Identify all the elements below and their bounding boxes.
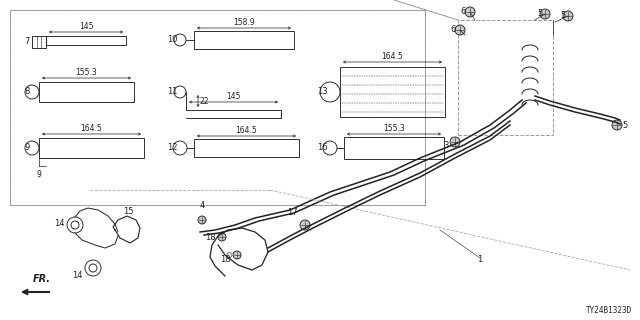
Text: 1: 1	[477, 255, 483, 265]
Text: FR.: FR.	[33, 274, 51, 284]
Bar	[32, 36, 46, 48]
Circle shape	[300, 220, 310, 230]
Text: 8: 8	[24, 87, 30, 97]
Text: 15: 15	[123, 207, 133, 216]
Circle shape	[218, 233, 226, 241]
Text: 13: 13	[317, 87, 328, 97]
Bar	[39, 138, 144, 158]
Text: 11: 11	[168, 87, 178, 97]
Circle shape	[455, 25, 465, 35]
Text: 9: 9	[36, 170, 42, 179]
Text: 5: 5	[538, 10, 543, 19]
Bar	[39, 82, 134, 102]
Text: 164.5: 164.5	[236, 126, 257, 135]
Bar	[10, 10, 425, 205]
Circle shape	[612, 120, 622, 130]
Text: 16: 16	[317, 143, 328, 153]
Bar	[340, 67, 445, 117]
Text: 4: 4	[200, 201, 205, 210]
Text: 6: 6	[461, 7, 466, 17]
Text: 7: 7	[24, 37, 30, 46]
Circle shape	[563, 11, 573, 21]
Bar	[194, 139, 299, 157]
Text: 9: 9	[25, 143, 30, 153]
Text: 145: 145	[79, 22, 93, 31]
Bar	[194, 31, 294, 49]
Text: 12: 12	[168, 143, 178, 153]
Text: 22: 22	[200, 97, 209, 106]
Circle shape	[450, 137, 460, 147]
Text: ∅: ∅	[225, 252, 232, 260]
Text: 6: 6	[451, 26, 456, 35]
Text: 155.3: 155.3	[383, 124, 405, 133]
Text: 3: 3	[444, 141, 449, 150]
Text: 14: 14	[54, 220, 65, 228]
Text: 164.5: 164.5	[81, 124, 102, 133]
Text: 5: 5	[561, 12, 566, 20]
Text: 14: 14	[72, 271, 83, 281]
Text: 17: 17	[287, 208, 298, 217]
Text: 164.5: 164.5	[381, 52, 403, 61]
Bar	[10, 10, 425, 205]
Text: 5: 5	[622, 121, 627, 130]
Circle shape	[233, 251, 241, 259]
Bar	[458, 20, 553, 135]
Circle shape	[540, 9, 550, 19]
Text: 10: 10	[168, 36, 178, 44]
Text: 145: 145	[227, 92, 241, 101]
Text: TY24B1323D: TY24B1323D	[586, 306, 632, 315]
Circle shape	[465, 7, 475, 17]
Text: 18: 18	[205, 233, 216, 242]
Text: 158.9: 158.9	[233, 18, 255, 27]
Text: 18: 18	[220, 255, 231, 265]
Text: 155.3: 155.3	[76, 68, 97, 77]
Bar	[344, 137, 444, 159]
Bar	[46, 36, 126, 45]
Circle shape	[198, 216, 206, 224]
